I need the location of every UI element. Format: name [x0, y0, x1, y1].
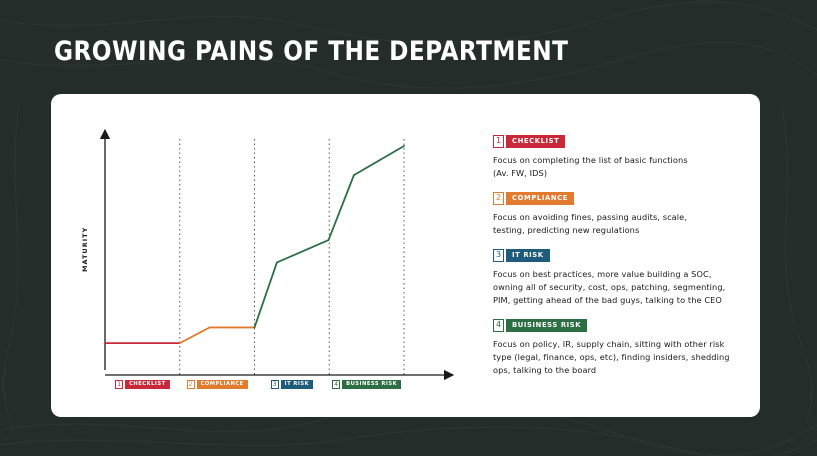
- legend-label: COMPLIANCE: [506, 192, 574, 205]
- maturity-line-segment: [253, 261, 278, 329]
- legend-label: IT RISK: [506, 249, 550, 262]
- maturity-line-segment: [178, 326, 211, 345]
- legend-item-business-risk: 4 BUISINESS RISK Focus on policy, IR, su…: [493, 319, 753, 377]
- legend-label: BUISINESS RISK: [506, 319, 588, 332]
- legend-item-checklist: 1 CHECKLIST Focus on completing the list…: [493, 135, 753, 180]
- legend-item-it-risk: 3 IT RISK Focus on best practices, more …: [493, 249, 753, 307]
- x-category-business-risk: 4 BUSINESS RISK: [332, 380, 402, 389]
- x-category-number: 3: [270, 380, 279, 389]
- x-category-number: 1: [115, 380, 124, 389]
- x-category-label: IT RISK: [280, 380, 314, 389]
- chart-card: MATURITY 1 CHECKLIST 2 COMPLIANCE 3 IT RISK 4 B…: [51, 94, 760, 417]
- x-category-number: 2: [186, 380, 195, 389]
- legend-description: Focus on policy, IR, supply chain, sitti…: [493, 339, 730, 375]
- page-title: GROWING PAINS OF THE DEPARTMENT: [54, 36, 569, 67]
- legend-description: Focus on best practices, more value buil…: [493, 269, 726, 305]
- x-category-number: 4: [332, 380, 341, 389]
- x-category-label: COMPLIANCE: [196, 380, 248, 389]
- x-category-it-risk: 3 IT RISK: [270, 380, 314, 389]
- maturity-line-segment: [327, 174, 355, 241]
- x-category-compliance: 2 COMPLIANCE: [186, 380, 248, 389]
- legend-number: 4: [493, 319, 504, 332]
- legend-description: Focus on completing the list of basic fu…: [493, 155, 688, 178]
- legend-label: CHECKLIST: [506, 135, 566, 148]
- legend: 1 CHECKLIST Focus on completing the list…: [493, 135, 753, 389]
- legend-description: Focus on avoiding fines, passing audits,…: [493, 212, 688, 235]
- maturity-line-segment: [276, 239, 330, 264]
- legend-number: 2: [493, 192, 504, 205]
- x-category-label: CHECKLIST: [125, 380, 170, 389]
- maturity-line-segment: [353, 145, 405, 177]
- y-axis-label: MATURITY: [81, 226, 89, 272]
- x-category-label: BUSINESS RISK: [342, 380, 402, 389]
- legend-number: 1: [493, 135, 504, 148]
- legend-number: 3: [493, 249, 504, 262]
- maturity-chart: [99, 128, 455, 381]
- x-category-checklist: 1 CHECKLIST: [115, 380, 170, 389]
- legend-item-compliance: 2 COMPLIANCE Focus on avoiding fines, pa…: [493, 192, 753, 237]
